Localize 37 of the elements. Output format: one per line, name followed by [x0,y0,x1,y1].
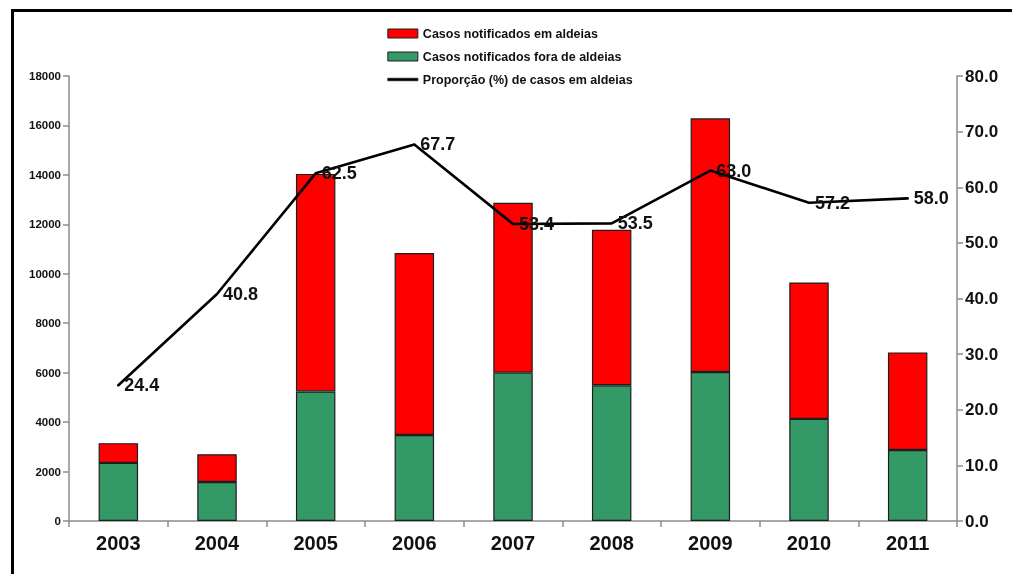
y-tick-label: 10000 [29,267,61,280]
y-tick-label: 8000 [35,317,61,330]
y2-tick-label: 20.0 [965,400,999,420]
x-tick-label: 2006 [392,532,437,554]
data-label: 24.4 [124,375,160,396]
x-tick-label: 2009 [688,532,733,554]
legend-label: Casos notificados fora de aldeias [422,49,622,64]
x-tick-label: 2003 [96,532,141,554]
y-tick-label: 12000 [29,218,61,231]
x-tick-label: 2008 [589,532,634,554]
x-tick-label: 2010 [786,532,832,554]
y2-tick-label: 30.0 [965,344,999,364]
y2-tick-label: 0.0 [965,511,989,531]
y-tick-label: 2000 [35,465,61,478]
data-label: 58.0 [913,188,949,209]
x-tick-label: 2007 [490,532,536,554]
x-tick-label: 2005 [293,532,338,554]
y2-tick-label: 50.0 [965,233,999,253]
legend-label: Proporção (%) de casos em aldeias [422,72,633,87]
x-tick-label: 2011 [885,532,930,554]
y-tick-label: 4000 [35,416,61,429]
data-label: 53.4 [519,213,555,234]
y2-tick-label: 80.0 [965,66,999,86]
data-label: 67.7 [420,134,456,155]
legend-label: Casos notificados em aldeias [422,26,598,41]
y-tick-label: 6000 [35,366,61,379]
y2-tick-label: 60.0 [965,177,999,197]
y-tick-label: 0 [54,515,61,527]
y2-tick-label: 40.0 [965,289,999,308]
data-label: 53.5 [617,213,653,234]
y-tick-label: 16000 [29,119,61,132]
y-tick-label: 14000 [29,168,61,181]
y2-tick-label: 70.0 [965,122,999,142]
data-label: 40.8 [223,284,259,305]
y-tick-label: 18000 [29,70,61,82]
x-tick-label: 2004 [194,532,241,554]
y2-tick-label: 10.0 [965,455,999,475]
